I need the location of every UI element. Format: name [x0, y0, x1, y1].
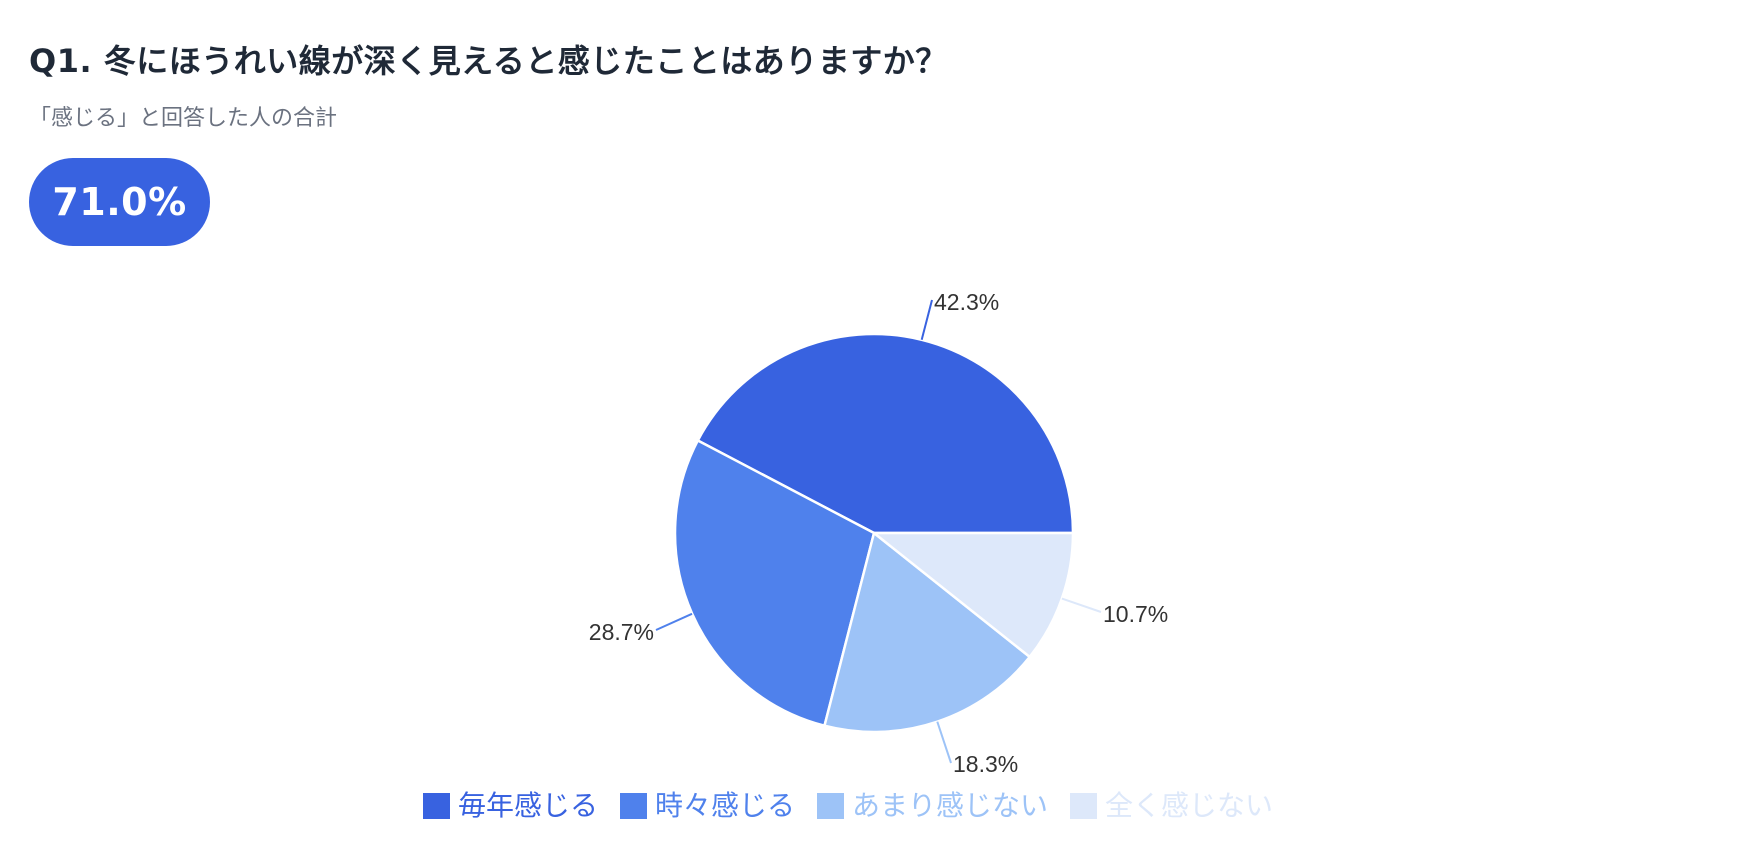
summary-caption: 「感じる」と回答した人の合計 [29, 106, 338, 131]
legend-item-rarely[interactable]: あまり感じない [817, 786, 1048, 826]
total-percentage-value: 71.0% [52, 180, 187, 224]
legend-label: あまり感じない [852, 789, 1049, 822]
leader-line-rarely [936, 721, 952, 764]
legend-swatch-icon [817, 793, 845, 819]
legend-item-never[interactable]: 全く感じない [1070, 786, 1273, 826]
question-title: Q1. 冬にほうれい線が深く見えると感じたことはありますか？ [29, 42, 948, 80]
data-label-sometimes: 28.7% [589, 619, 654, 645]
pie-slice-never[interactable] [872, 531, 1075, 659]
legend-label: 全く感じない [1105, 789, 1274, 822]
leader-lines [655, 299, 1102, 764]
pie-slices [673, 332, 1075, 734]
legend-item-every-year[interactable]: 毎年感じる [423, 786, 598, 826]
pie-slice-sometimes[interactable] [673, 439, 876, 727]
legend-swatch-icon [423, 793, 450, 819]
leader-line-sometimes [655, 612, 693, 631]
data-labels: 42.3% 28.7% 18.3% 10.7% [589, 289, 1168, 777]
legend-swatch-icon [620, 793, 648, 819]
pie-slice-every-year[interactable] [696, 332, 1075, 535]
total-percentage-badge: 71.0% [29, 158, 210, 246]
leader-line-never [1061, 597, 1102, 613]
data-label-never: 10.7% [1103, 601, 1168, 627]
legend-label: 時々感じる [655, 789, 796, 822]
data-label-rarely: 18.3% [953, 751, 1018, 777]
chart-legend: 毎年感じる 時々感じる あまり感じない 全く感じない [423, 786, 1295, 826]
leader-line-every-year [920, 299, 933, 341]
legend-swatch-icon [1070, 793, 1098, 819]
pie-slice-rarely[interactable] [823, 531, 1031, 734]
legend-label: 毎年感じる [458, 789, 599, 822]
data-label-every-year: 42.3% [934, 289, 999, 315]
legend-item-sometimes[interactable]: 時々感じる [620, 786, 795, 826]
